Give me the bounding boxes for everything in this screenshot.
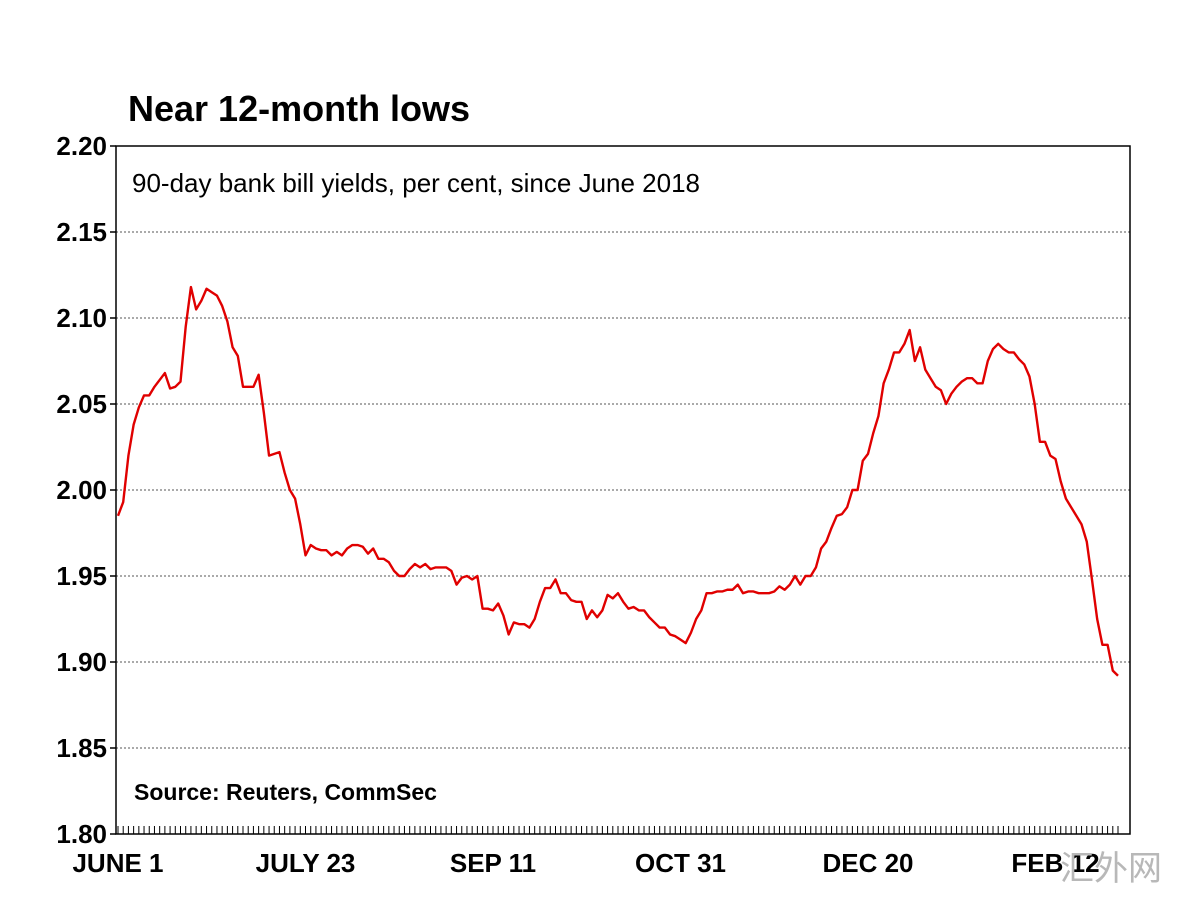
y-tick-label: 2.10 bbox=[56, 303, 107, 333]
x-minor-ticks bbox=[117, 826, 1119, 834]
x-tick-label: SEP 11 bbox=[450, 848, 536, 878]
x-tick-label: OCT 31 bbox=[635, 848, 726, 878]
y-tick-label: 1.85 bbox=[56, 733, 107, 763]
y-tick-label: 1.90 bbox=[56, 647, 107, 677]
x-tick-label: JULY 23 bbox=[256, 848, 356, 878]
y-tick-label: 2.00 bbox=[56, 475, 107, 505]
y-tick-label: 1.95 bbox=[56, 561, 107, 591]
series-line-yield bbox=[116, 285, 1119, 677]
chart-title: Near 12-month lows bbox=[128, 88, 470, 129]
y-tick-label: 2.05 bbox=[56, 389, 107, 419]
y-tick-label: 2.15 bbox=[56, 217, 107, 247]
y-tick-label: 2.20 bbox=[56, 131, 107, 161]
x-tick-label: FEB 12 bbox=[1011, 848, 1099, 878]
y-axis-ticks: 2.20 2.15 2.10 2.05 2.00 1.95 1.90 1.85 1.80 bbox=[56, 131, 116, 849]
source-note: Source: Reuters, CommSec bbox=[134, 779, 437, 805]
chart-subtitle: 90-day bank bill yields, per cent, since… bbox=[132, 168, 700, 198]
y-tick-label: 1.80 bbox=[56, 819, 107, 849]
x-axis-ticks: JUNE 1 JULY 23 SEP 11 OCT 31 DEC 20 FEB 12 bbox=[72, 848, 1099, 878]
x-tick-label: JUNE 1 bbox=[72, 848, 163, 878]
gridlines bbox=[116, 231, 1130, 749]
x-tick-label: DEC 20 bbox=[822, 848, 913, 878]
watermark: 汇外网 bbox=[1060, 849, 1162, 889]
